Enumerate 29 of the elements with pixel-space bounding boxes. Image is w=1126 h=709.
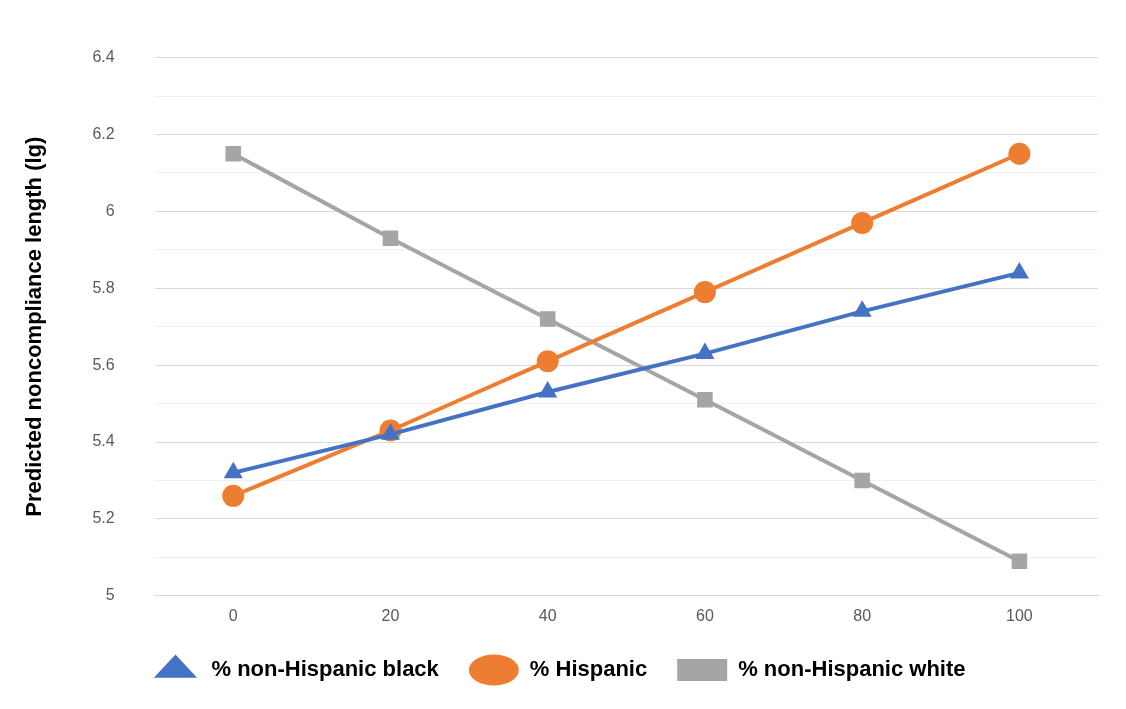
x-tick-label: 100 [1006,606,1033,624]
y-tick-label: 5.4 [92,432,115,450]
point [222,484,245,507]
y-axis-title: Predicted noncompliance length (lg) [21,136,47,517]
y-tick-label: 6.4 [92,48,115,66]
y-tick-label: 5.2 [92,509,115,527]
point [697,391,713,408]
point [382,230,399,247]
point [225,145,242,162]
x-tick-label: 0 [228,606,238,624]
x-tick-label: 60 [696,606,714,624]
point [1011,553,1028,569]
y-tick-label: 6 [105,201,115,219]
point [851,211,874,234]
y-tick-label: 5.8 [92,278,115,296]
y-tick-label: 6.2 [92,124,115,142]
legend-label: % Hispanic [529,656,648,682]
point [539,311,556,327]
x-tick-label: 80 [853,606,872,624]
legend-label: % non-Hispanic white [738,656,966,682]
point [854,472,870,489]
point [693,281,716,304]
x-tick-label: 20 [381,606,400,624]
x-tick-label: 40 [538,606,557,624]
y-tick-label: 5.6 [92,355,115,373]
point [536,350,559,373]
legend-label: % non-Hispanic black [211,656,440,682]
y-tick-label: 5 [105,586,115,604]
point [1008,142,1031,165]
